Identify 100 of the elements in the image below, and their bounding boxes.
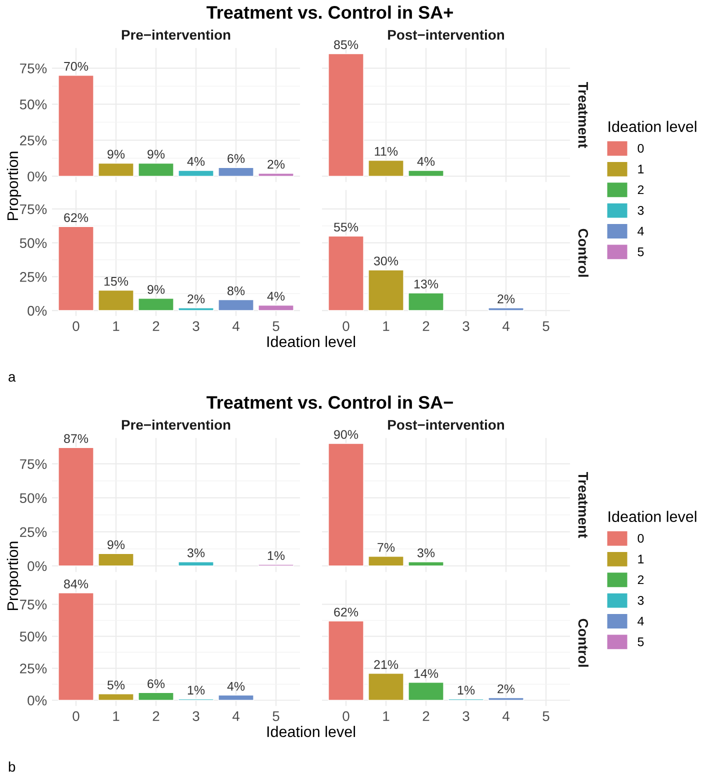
- y-tick-label: 75%: [20, 459, 47, 470]
- data-label: 90%: [334, 430, 358, 439]
- data-label: 9%: [108, 540, 125, 550]
- text: Treatment vs. Control in SA−: [206, 396, 453, 409]
- x-axis-title: Ideation level: [267, 726, 355, 738]
- data-label: 14%: [414, 669, 438, 678]
- y-axis-title: Proportion: [6, 152, 22, 220]
- y-tick-label: 50%: [20, 100, 47, 110]
- text: Control: [578, 228, 588, 277]
- y-tick-label: 25%: [20, 664, 47, 674]
- legend-label: 4: [638, 616, 644, 626]
- data-label: 1%: [458, 686, 475, 695]
- data-label: 85%: [334, 40, 358, 50]
- data-label: 84%: [64, 580, 88, 588]
- y-tick-label: 0%: [28, 306, 47, 316]
- y-tick-label: 50%: [20, 493, 47, 504]
- x-tick-label: 5: [272, 321, 280, 332]
- data-label: 2%: [498, 294, 515, 304]
- data-label: 4%: [267, 292, 285, 301]
- x-tick-label: 1: [383, 321, 390, 331]
- chart-title: Post−intervention: [388, 30, 504, 40]
- x-tick-label: 1: [113, 321, 120, 331]
- x-tick-label: 3: [462, 711, 470, 722]
- data-label: 70%: [64, 62, 88, 71]
- data-label: 11%: [374, 146, 398, 156]
- y-tick-label: 75%: [20, 204, 47, 214]
- x-tick-label: 4: [232, 711, 240, 721]
- data-label: 8%: [228, 286, 245, 296]
- legend-label: 4: [638, 226, 644, 236]
- text: a: [8, 374, 16, 382]
- chart-title: Pre−intervention: [122, 30, 230, 40]
- text: Control: [578, 618, 588, 667]
- y-axis-title: Proportion: [6, 542, 22, 610]
- data-label: 5%: [107, 680, 125, 690]
- chart-title: Post−intervention: [388, 420, 504, 430]
- y-tick-label: 75%: [20, 64, 47, 74]
- text: Treatment: [578, 82, 588, 148]
- y-tick-label: 25%: [20, 136, 47, 146]
- x-tick-label: 2: [152, 321, 160, 331]
- data-label: 2%: [268, 160, 285, 169]
- data-label: 13%: [414, 280, 438, 288]
- y-tick-label: 25%: [20, 272, 47, 282]
- x-tick-label: 0: [342, 711, 350, 722]
- legend-title: Ideation level: [608, 510, 696, 522]
- data-label: 3%: [187, 548, 205, 558]
- data-label: 2%: [188, 294, 205, 304]
- legend-label: 2: [638, 575, 644, 584]
- x-tick-label: 2: [152, 711, 160, 721]
- y-tick-label: 50%: [20, 632, 47, 642]
- text: b: [8, 762, 16, 772]
- legend-title: Ideation level: [608, 120, 696, 132]
- data-label: 62%: [64, 213, 88, 222]
- data-label: 62%: [334, 608, 358, 617]
- data-label: 30%: [374, 256, 398, 266]
- x-tick-label: 1: [383, 711, 390, 721]
- legend-label: 0: [638, 534, 644, 543]
- x-tick-label: 4: [232, 321, 240, 331]
- legend-label: 3: [638, 206, 644, 215]
- y-tick-label: 0%: [28, 696, 47, 706]
- data-label: 2%: [498, 684, 515, 694]
- y-tick-label: 0%: [28, 172, 47, 182]
- data-label: 9%: [148, 150, 165, 159]
- x-tick-label: 0: [72, 321, 80, 332]
- y-tick-label: 50%: [20, 238, 47, 248]
- legend-label: 3: [638, 596, 644, 605]
- x-tick-label: 3: [192, 711, 200, 722]
- legend-label: 0: [638, 144, 644, 153]
- legend-label: 1: [638, 164, 644, 174]
- x-tick-label: 2: [422, 711, 430, 721]
- data-label: 4%: [227, 682, 245, 691]
- x-tick-label: 5: [272, 711, 280, 722]
- data-label: 6%: [148, 679, 165, 688]
- legend-label: 2: [638, 185, 644, 194]
- legend-label: 5: [638, 248, 644, 256]
- data-label: 3%: [417, 548, 435, 558]
- y-tick-label: 75%: [20, 600, 47, 610]
- x-tick-label: 2: [422, 321, 430, 331]
- x-tick-label: 1: [113, 711, 120, 721]
- y-tick-label: 25%: [20, 527, 47, 538]
- x-tick-label: 5: [542, 711, 550, 722]
- data-label: 87%: [64, 434, 88, 444]
- legend-label: 5: [638, 638, 644, 646]
- x-tick-label: 4: [502, 321, 510, 331]
- data-label: 6%: [228, 154, 245, 163]
- data-label: 1%: [188, 686, 205, 695]
- text: Treatment: [578, 472, 588, 538]
- x-axis-title: Ideation level: [267, 336, 355, 348]
- data-label: 4%: [187, 157, 205, 166]
- data-label: 9%: [148, 285, 165, 294]
- data-label: 4%: [417, 157, 435, 166]
- x-tick-label: 3: [462, 321, 470, 332]
- chart-title: Pre−intervention: [122, 420, 230, 430]
- x-tick-label: 5: [542, 321, 550, 332]
- data-label: 7%: [378, 543, 395, 552]
- y-tick-label: 0%: [28, 561, 47, 572]
- data-label: 9%: [108, 150, 125, 159]
- text: Treatment vs. Control in SA+: [206, 6, 453, 19]
- data-label: 55%: [334, 222, 358, 232]
- legend-label: 1: [638, 554, 644, 564]
- x-tick-label: 4: [502, 711, 510, 721]
